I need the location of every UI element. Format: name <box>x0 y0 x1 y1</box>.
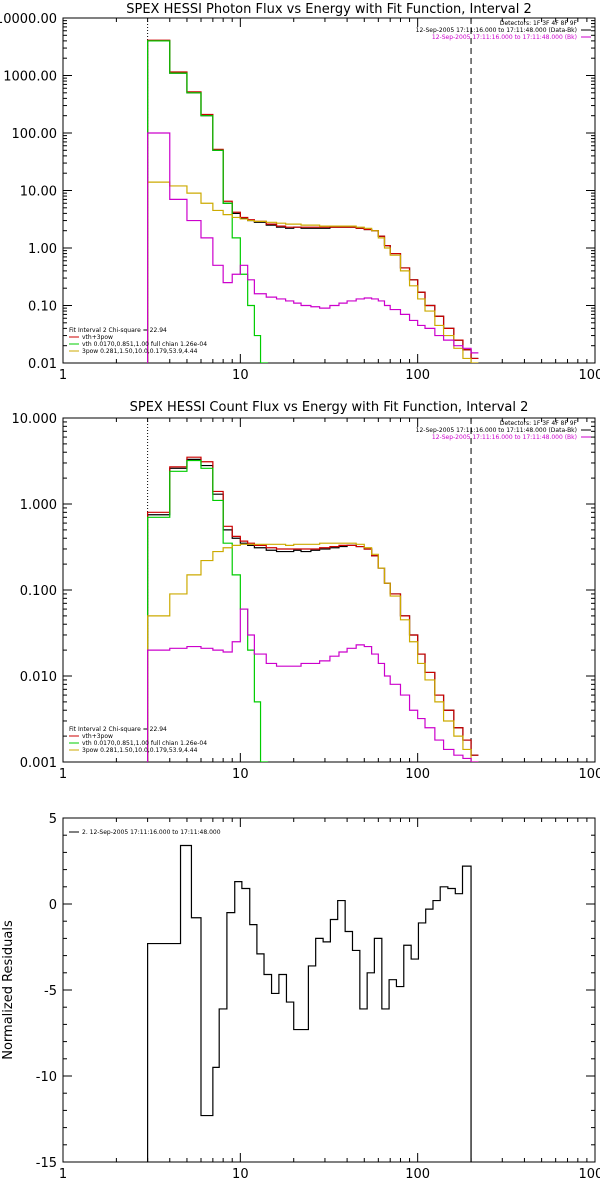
series-line-4 <box>147 608 479 762</box>
plot-frame <box>62 817 596 1163</box>
chart-title: SPEX HESSI Count Flux vs Energy with Fit… <box>130 400 529 415</box>
y-tick-label: 1000.00 <box>3 70 57 85</box>
legend-entry: 3pow 0.281,1.50,10.0,0.179,53.9,4.44 <box>82 348 198 355</box>
series-line-1 <box>147 39 479 363</box>
x-tick-label: 100 <box>405 368 430 383</box>
y-tick-label: 0.10 <box>28 300 57 315</box>
plot-frame <box>62 417 596 763</box>
y-tick-label: 0.01 <box>28 357 57 372</box>
y-tick-label: 0.100 <box>20 584 57 599</box>
data-layer <box>147 18 479 363</box>
x-tick-label: 10 <box>232 767 249 782</box>
data-layer <box>147 844 472 1162</box>
y-tick-label: 0.010 <box>20 670 57 685</box>
legend-entry: Fit Interval 2 Chi-square = 22.94 <box>69 726 167 733</box>
y-tick-label: -15 <box>36 1156 57 1171</box>
count-flux-panel: SPEX HESSI Count Flux vs Energy with Fit… <box>12 400 600 782</box>
y-tick-label: 10.00 <box>20 185 57 200</box>
x-tick-label: 100 <box>405 767 430 782</box>
plot-frame <box>62 17 596 364</box>
y-tick-label: 5 <box>49 812 57 827</box>
y-axis-label: Normalized Residuals <box>1 920 16 1060</box>
y-tick-label: -5 <box>44 984 57 999</box>
series-line-4 <box>147 132 479 363</box>
info-line: Detectors: 1F 3F 4F 8F 9F <box>500 420 578 427</box>
series-line-0 <box>147 40 479 363</box>
x-tick-label: 1 <box>59 1167 67 1182</box>
info-line: 12-Sep-2005 17:11:16.000 to 17:11:48.000… <box>416 27 577 34</box>
data-layer <box>147 418 479 762</box>
series-line-0 <box>147 844 472 1162</box>
y-tick-label: 0 <box>49 898 57 913</box>
chart-title: SPEX HESSI Photon Flux vs Energy with Fi… <box>126 2 532 17</box>
y-tick-label: 100.00 <box>12 127 58 142</box>
legend-entry: 2. 12-Sep-2005 17:11:16.000 to 17:11:48.… <box>82 829 221 836</box>
y-tick-label: 0.001 <box>20 756 57 771</box>
series-line-3 <box>147 542 479 762</box>
info-line: 12-Sep-2005 17:11:16.000 to 17:11:48.000… <box>416 427 577 434</box>
x-tick-label: 1000 <box>578 767 600 782</box>
legend-entry: vth+3pow <box>82 733 113 740</box>
x-tick-label: 1000 <box>578 1167 600 1182</box>
series-line-2 <box>147 40 268 363</box>
x-tick-label: 1 <box>59 368 67 383</box>
legend-entry: vth 0.0170,0.851,1.00 full chian 1.26e-0… <box>82 740 207 747</box>
series-line-0 <box>147 458 479 762</box>
legend-entry: Fit Interval 2 Chi-square = 22.94 <box>69 327 167 334</box>
info-line: 12-Sep-2005 17:11:16.000 to 17:11:48.000… <box>432 34 577 41</box>
photon-flux-panel: SPEX HESSI Photon Flux vs Energy with Fi… <box>0 2 600 383</box>
y-tick-label: 1.00 <box>28 242 57 257</box>
x-tick-label: 10 <box>232 1167 249 1182</box>
legend-entry: vth+3pow <box>82 334 113 341</box>
x-tick-label: 100 <box>405 1167 430 1182</box>
y-tick-label: 1.000 <box>20 498 57 513</box>
y-tick-label: -10 <box>36 1070 57 1085</box>
series-line-1 <box>147 456 479 762</box>
x-tick-label: 1000 <box>578 368 600 383</box>
legend-entry: 3pow 0.281,1.50,10.0,0.179,53.9,4.44 <box>82 747 198 754</box>
series-line-2 <box>147 459 268 762</box>
series-line-3 <box>147 181 479 363</box>
info-line: 12-Sep-2005 17:11:16.000 to 17:11:48.000… <box>432 434 577 441</box>
info-line: Detectors: 1F 3F 4F 8F 9F <box>500 20 578 27</box>
x-tick-label: 1 <box>59 767 67 782</box>
y-tick-label: 10.000 <box>12 412 58 427</box>
y-tick-label: 10000.00 <box>0 12 57 27</box>
x-tick-label: 10 <box>232 368 249 383</box>
residuals-panel: 1 10 100 1000 -15 -10 -5 0 5 Normalized Residuals… <box>1 812 600 1182</box>
legend-entry: vth 0.0170,0.851,1.00 full chian 1.26e-0… <box>82 341 207 348</box>
